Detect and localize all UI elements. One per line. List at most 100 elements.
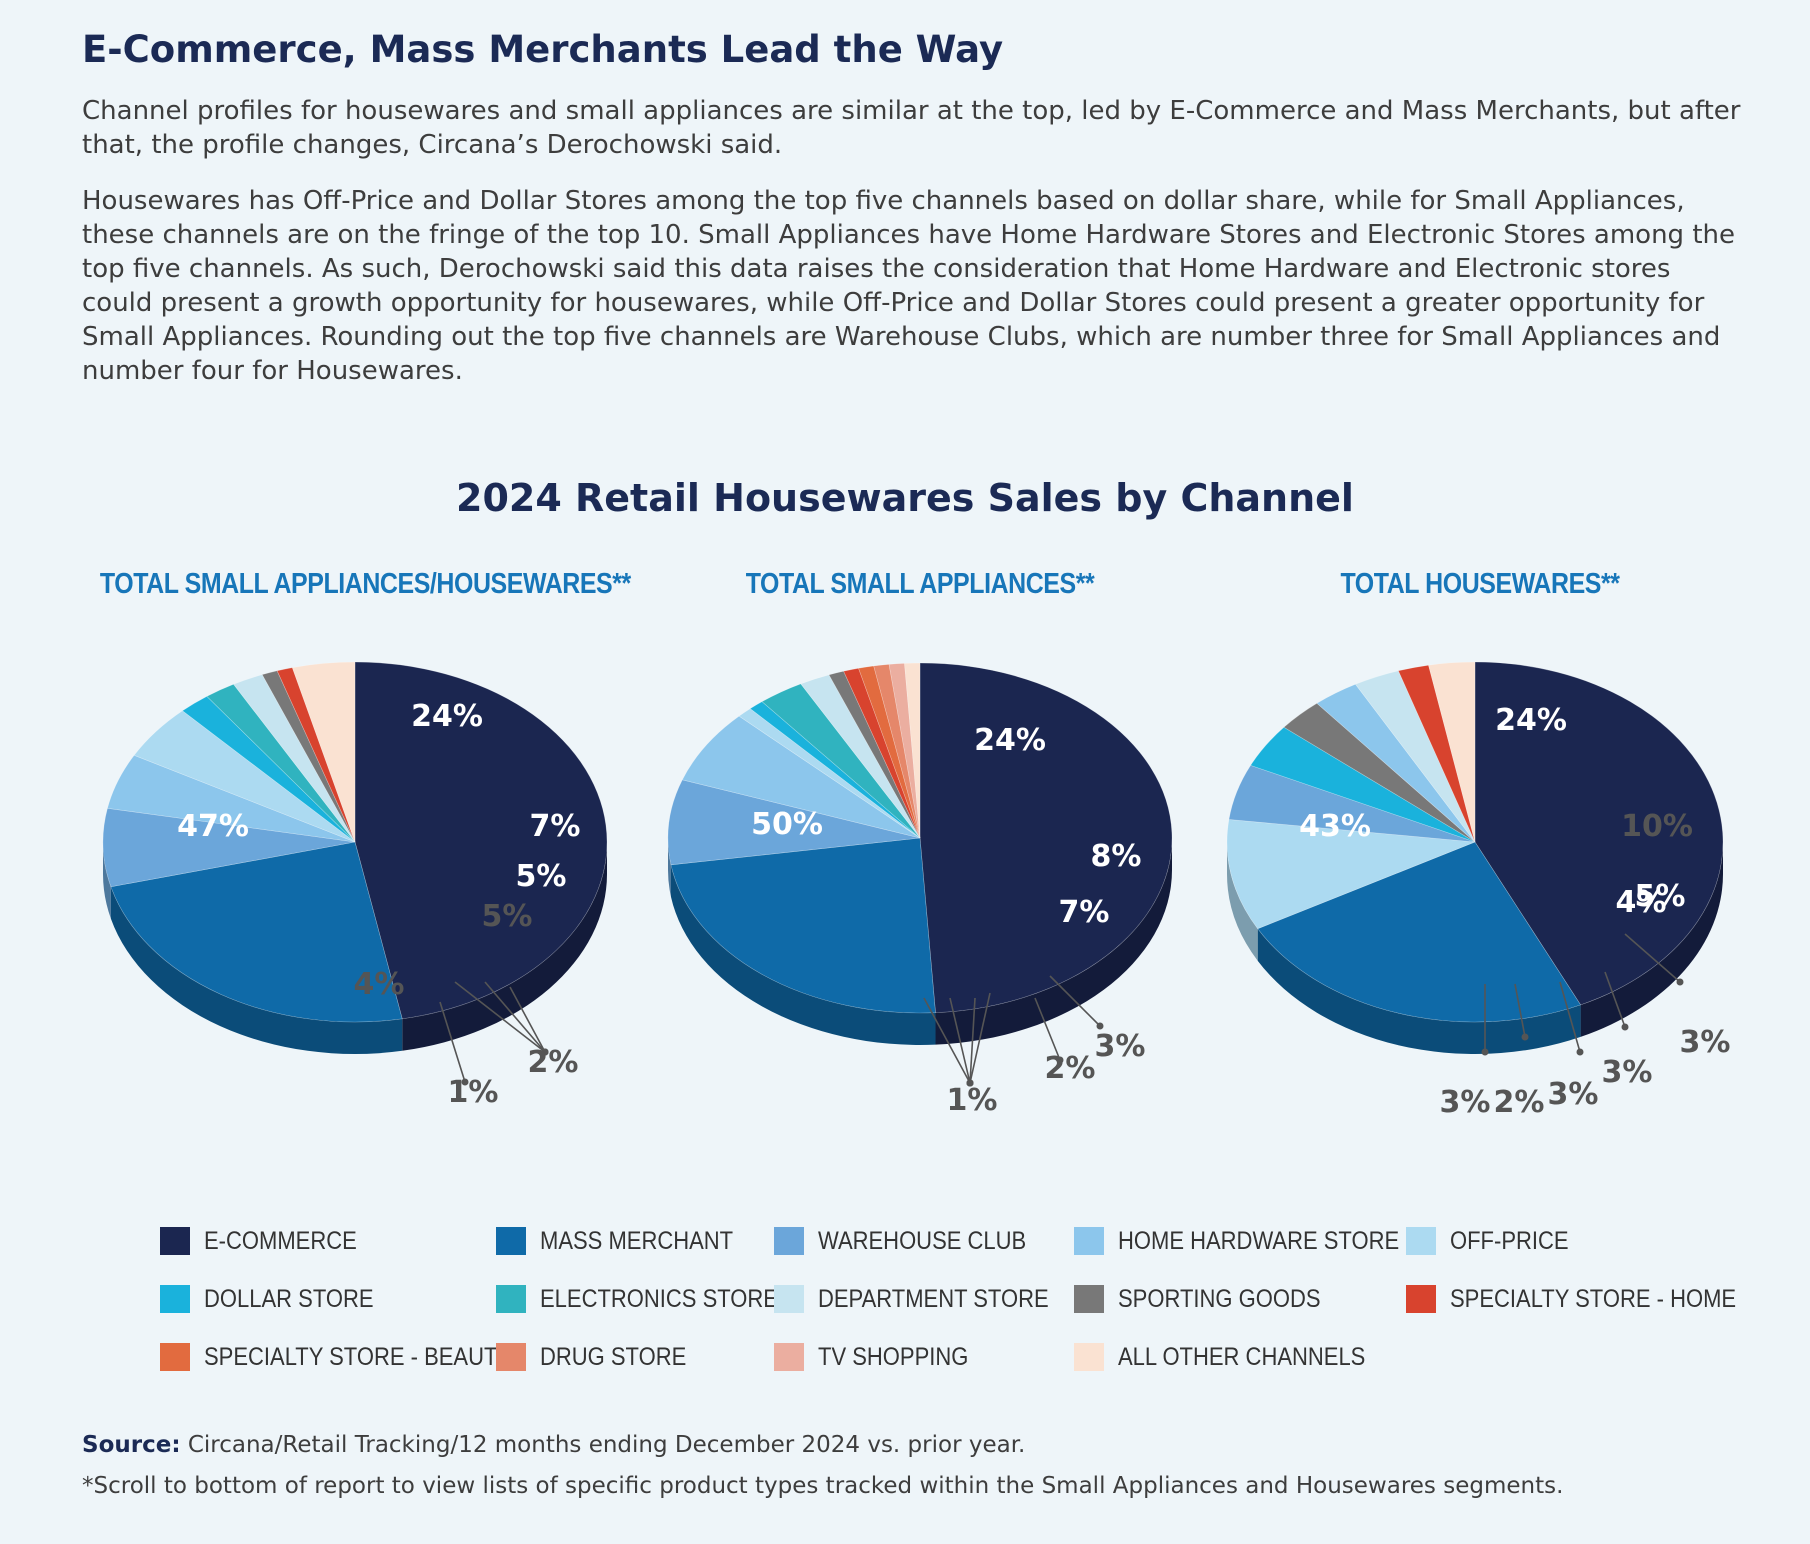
pie-1-slice-2 <box>102 807 356 888</box>
pie-1-slice-0 <box>354 661 608 1020</box>
legend-item: ALL OTHER CHANNELS <box>1074 1340 1399 1374</box>
callout-dot <box>1481 1048 1489 1056</box>
pie-2-slice-2 <box>667 779 921 866</box>
callout-dot <box>1056 1056 1064 1064</box>
pie-1-slice-3 <box>107 754 356 843</box>
legend-swatch <box>1074 1285 1104 1313</box>
pie-1-slice-13 <box>291 661 356 843</box>
pie-3-label-5: 4% <box>1616 885 1667 920</box>
pie-3-side-4 <box>1227 842 1258 961</box>
pie-1-side-0 <box>402 842 607 1051</box>
legend-swatch <box>1406 1285 1436 1313</box>
legend-swatch <box>1406 1227 1436 1255</box>
pie-1-label-13: 4% <box>354 967 405 1002</box>
chart-legend: E-COMMERCE MASS MERCHANT WAREHOUSE CLUB HOM… <box>160 1224 1736 1404</box>
pie-3-slice-2 <box>1228 765 1476 843</box>
legend-label: SPECIALTY STORE - BEAUTY <box>204 1342 513 1371</box>
pie-3-callout-2: 3% <box>1548 1077 1599 1112</box>
callout-line <box>969 997 976 1084</box>
pie-3-slice-13 <box>1428 661 1476 843</box>
callout-line <box>484 981 546 1053</box>
pie-2-slice-4 <box>738 708 921 839</box>
legend-label: E-COMMERCE <box>204 1226 357 1255</box>
legend-swatch <box>774 1343 804 1371</box>
pie-1-slice-4 <box>133 710 356 843</box>
legend-swatch <box>160 1227 190 1255</box>
legend-item: OFF-PRICE <box>1406 1224 1585 1258</box>
pie-1-slice-9 <box>276 667 356 843</box>
callout-line <box>439 1001 466 1083</box>
pie-2-side-1 <box>670 864 936 1045</box>
pie-2: 50% 24% 8% 7% 1% 2%3% <box>667 662 1173 1118</box>
legend-item: E-COMMERCE <box>160 1224 378 1258</box>
pie-3-slice-1 <box>1257 841 1582 1023</box>
footnote: *Scroll to bottom of report to view list… <box>82 1473 1564 1499</box>
pie-title-total: TOTAL SMALL APPLIANCES/HOUSEWARES** <box>99 568 631 600</box>
callout-dot <box>966 1079 974 1087</box>
pie-2-slice-12 <box>888 663 921 839</box>
callout-line <box>1514 983 1526 1038</box>
callout-line <box>1624 933 1681 983</box>
pie-3-callout-0: 3% <box>1680 1025 1731 1060</box>
legend-swatch <box>496 1343 526 1371</box>
pie-1-slice-6 <box>206 683 356 843</box>
page-title: E-Commerce, Mass Merchants Lead the Way <box>82 28 1004 71</box>
legend-item: SPECIALTY STORE - HOME <box>1406 1282 1775 1316</box>
legend-label: SPECIALTY STORE - HOME <box>1450 1284 1737 1313</box>
callout-line <box>1604 971 1626 1028</box>
pie-3-callout-3: 2% <box>1494 1085 1545 1120</box>
legend-swatch <box>160 1285 190 1313</box>
legend-item: TV SHOPPING <box>774 1340 989 1374</box>
legend-label: WAREHOUSE CLUB <box>818 1226 1027 1255</box>
callout-dot <box>1521 1033 1529 1041</box>
legend-label: ELECTRONICS STORE <box>540 1284 778 1313</box>
callout-dot <box>1676 978 1684 986</box>
source-label: Source: <box>82 1432 181 1458</box>
legend-label: ALL OTHER CHANNELS <box>1118 1342 1366 1371</box>
pie-1-label-1: 24% <box>411 699 483 734</box>
pie-charts: 47%24%7%5%5%4%1%2%50%24%8%7%1%2%3%43%24%… <box>102 661 1731 1120</box>
pie-2-label-3: 7% <box>1059 895 1110 930</box>
legend-item: HOME HARDWARE STORE <box>1074 1224 1437 1258</box>
pie-1-slice-7 <box>233 674 356 843</box>
pie-2-callout-0: 1% <box>947 1083 998 1118</box>
callout-dot <box>461 1078 469 1086</box>
pie-2-slice-6 <box>761 683 921 839</box>
pie-3-slice-7 <box>1355 670 1476 843</box>
callout-line <box>509 986 546 1053</box>
pie-2-slice-7 <box>800 674 921 839</box>
pie-3-callout-1: 3% <box>1602 1055 1653 1090</box>
callout-line <box>1049 975 1101 1027</box>
pie-1-side-1 <box>110 886 403 1054</box>
pie-2-slice-11 <box>873 664 921 839</box>
pie-2-slice-1 <box>670 837 936 1014</box>
legend-swatch <box>774 1227 804 1255</box>
source-text: Circana/Retail Tracking/12 months ending… <box>180 1432 1026 1458</box>
pie-3-slice-5 <box>1250 726 1476 843</box>
legend-item: DEPARTMENT STORE <box>774 1282 1080 1316</box>
pie-3-label-1: 24% <box>1495 703 1567 738</box>
legend-swatch <box>1074 1227 1104 1255</box>
callout-line <box>969 992 991 1084</box>
callout-dot <box>1621 1023 1629 1031</box>
legend-label: DOLLAR STORE <box>204 1284 374 1313</box>
pie-2-slice-5 <box>749 701 921 839</box>
pie-3-label-4: 10% <box>1621 809 1693 844</box>
intro-paragraph: Channel profiles for housewares and smal… <box>82 96 1741 160</box>
pie-1-slice-5 <box>181 696 356 843</box>
pie-3-label-warehouse: 5% <box>1635 879 1686 914</box>
pie-1-label-3: 5% <box>516 859 567 894</box>
callout-line <box>949 997 971 1084</box>
callout-line <box>923 997 971 1084</box>
callout-line <box>454 981 546 1053</box>
legend-swatch <box>160 1343 190 1371</box>
pie-3-callout-4: 3% <box>1440 1085 1491 1120</box>
chart-title: 2024 Retail Housewares Sales by Channel <box>456 476 1354 520</box>
callout-dot <box>541 1048 549 1056</box>
legend-swatch <box>496 1227 526 1255</box>
legend-label: DEPARTMENT STORE <box>818 1284 1049 1313</box>
legend-label: DRUG STORE <box>540 1342 687 1371</box>
legend-swatch <box>1074 1343 1104 1371</box>
callout-line <box>1559 981 1581 1053</box>
legend-item: MASS MERCHANT <box>496 1224 759 1258</box>
